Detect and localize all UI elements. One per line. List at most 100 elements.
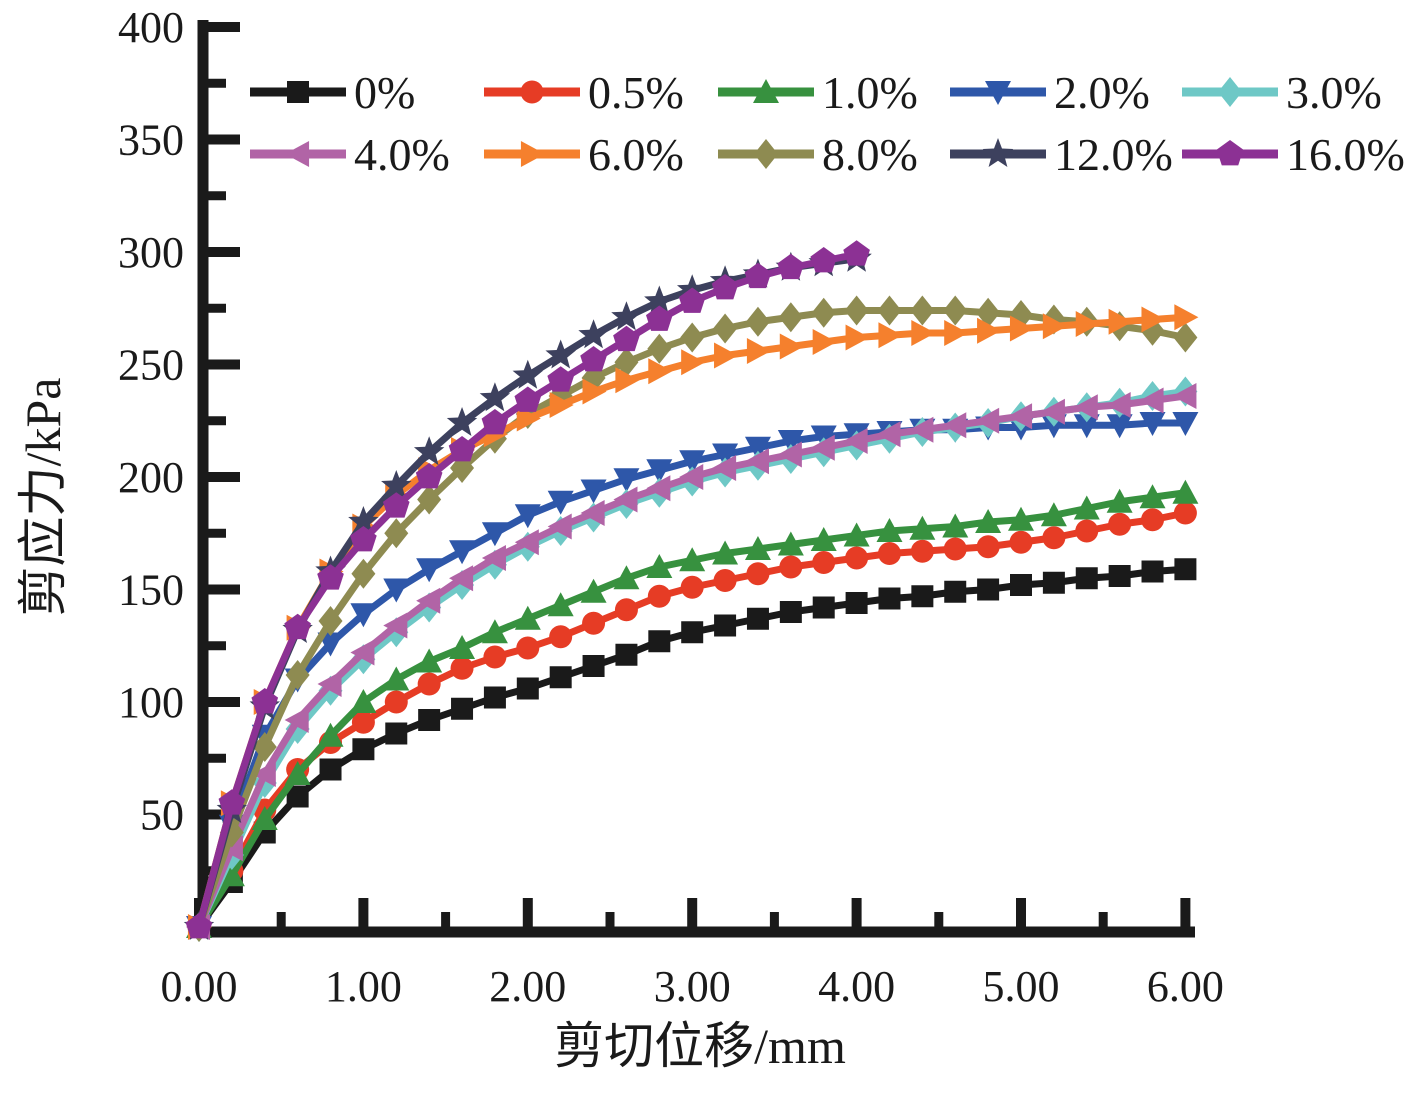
legend-item-0.5%: 0.5% [484, 67, 684, 118]
marker-pentagon [350, 526, 377, 552]
marker-triangle-down [777, 429, 804, 454]
series-1.0% [186, 479, 1199, 939]
marker-triangle-left [350, 639, 375, 666]
marker-triangle-down [1172, 411, 1199, 436]
marker-pentagon [448, 436, 476, 462]
marker-circle [746, 562, 770, 586]
marker-pentagon [711, 274, 739, 300]
marker-triangle-right [878, 322, 903, 349]
legend-label: 2.0% [1054, 67, 1150, 118]
y-tick-label: 250 [118, 341, 184, 390]
marker-square [1042, 571, 1065, 594]
marker-circle [1042, 526, 1066, 550]
marker-circle [450, 656, 474, 680]
marker-square [944, 580, 967, 603]
marker-triangle-left [481, 545, 506, 571]
legend-marker-star [982, 138, 1014, 167]
marker-triangle-down [580, 479, 607, 504]
marker-square [352, 738, 375, 761]
marker-triangle-up [646, 554, 673, 579]
marker-triangle-left [580, 500, 605, 526]
marker-star [348, 506, 379, 535]
marker-star [413, 436, 445, 466]
marker-triangle-down [547, 490, 574, 515]
marker-triangle-right [911, 320, 936, 346]
legend-marker-square [287, 81, 309, 103]
x-tick-label: 1.00 [325, 962, 402, 1011]
marker-triangle-down [613, 468, 640, 493]
series-layer [183, 240, 1199, 942]
marker-square [911, 585, 934, 608]
legend-item-12.0%: 12.0% [950, 129, 1173, 180]
marker-triangle-up [909, 515, 936, 540]
series-0% [188, 558, 1197, 938]
marker-circle [680, 575, 704, 599]
marker-circle [845, 546, 869, 570]
marker-triangle-left [1172, 383, 1197, 409]
marker-triangle-right [977, 317, 1002, 344]
marker-triangle-left [613, 486, 638, 513]
marker-triangle-up [1040, 502, 1067, 527]
marker-triangle-right [1141, 306, 1166, 333]
marker-pentagon [678, 287, 706, 313]
marker-pentagon [185, 913, 213, 939]
marker-triangle-right [615, 367, 640, 394]
legend-label: 6.0% [588, 129, 684, 180]
marker-triangle-left [1008, 403, 1033, 430]
marker-triangle-left [712, 455, 737, 481]
marker-triangle-left [646, 475, 671, 502]
series-line-8.0% [195, 307, 1189, 931]
marker-diamond [384, 518, 409, 549]
marker-triangle-down [449, 540, 476, 565]
marker-diamond [745, 306, 770, 337]
marker-triangle-left [1040, 398, 1065, 425]
y-tick-label: 150 [118, 566, 184, 615]
marker-triangle-left [843, 428, 868, 454]
marker-pentagon [777, 253, 805, 280]
x-tick-label: 5.00 [983, 962, 1060, 1011]
marker-square [812, 596, 835, 619]
series-8.0% [187, 295, 1198, 942]
marker-pentagon [284, 613, 311, 640]
marker-circle [351, 710, 375, 734]
legend-item-0%: 0% [250, 67, 415, 118]
marker-triangle-left [810, 434, 835, 461]
marker-triangle-left [416, 587, 441, 614]
marker-star [446, 407, 478, 436]
marker-square [615, 643, 638, 666]
marker-star [578, 319, 609, 349]
marker-pentagon [613, 325, 640, 352]
marker-triangle-up [284, 761, 311, 786]
legend-marker-circle [520, 80, 544, 104]
marker-triangle-left [1073, 394, 1098, 421]
marker-square [1075, 567, 1098, 590]
marker-triangle-left [383, 612, 408, 639]
marker-square [1108, 565, 1131, 587]
marker-circle [910, 539, 934, 563]
marker-diamond [1173, 322, 1198, 353]
x-axis-title: 剪切位移/mm [554, 1018, 846, 1074]
marker-square [977, 578, 1000, 601]
marker-star [611, 301, 642, 331]
axes: 50 100 150 200 250 300 350 400 0.00 1.00 2.00 3.00 4… [118, 3, 1224, 1011]
legend-marker-diamond [754, 139, 778, 169]
legend-marker-pentagon [1216, 140, 1244, 166]
marker-triangle-left [942, 412, 967, 439]
marker-pentagon [317, 564, 344, 590]
marker-triangle-up [580, 578, 607, 603]
legend-label: 0% [354, 67, 415, 118]
y-tick-label: 100 [118, 678, 184, 727]
marker-circle [483, 645, 507, 669]
x-tick-label: 6.00 [1147, 962, 1224, 1011]
marker-triangle-up [1073, 495, 1100, 520]
marker-diamond [811, 297, 836, 328]
marker-triangle-up [1139, 484, 1166, 509]
legend-item-4.0%: 4.0% [250, 129, 450, 180]
marker-diamond [614, 347, 639, 378]
marker-diamond [351, 558, 376, 589]
marker-triangle-down [679, 450, 706, 475]
marker-pentagon [580, 346, 607, 372]
marker-circle [812, 551, 836, 574]
